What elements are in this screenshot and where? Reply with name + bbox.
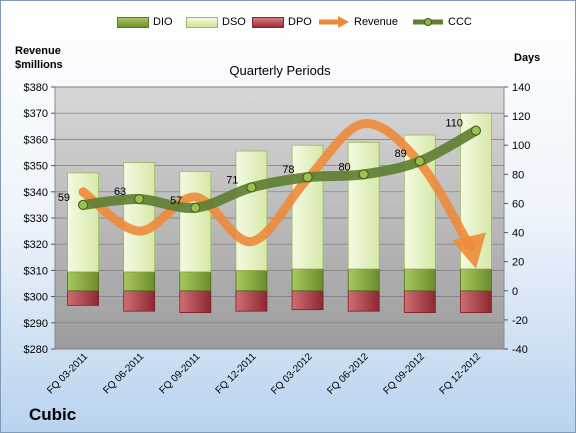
ccc-data-label: 71 bbox=[226, 174, 238, 186]
left-tick-label: $280 bbox=[24, 344, 48, 356]
right-tick-label: 60 bbox=[512, 198, 524, 210]
legend-ccc-label: CCC bbox=[448, 16, 472, 28]
legend-ccc: CCC bbox=[412, 16, 472, 28]
dpo-bar bbox=[123, 290, 156, 312]
x-category-label: FQ 03-2012 bbox=[269, 351, 315, 397]
ccc-data-label: 59 bbox=[58, 192, 70, 204]
right-tick-label: 140 bbox=[512, 82, 530, 94]
legend-dpo-label: DPO bbox=[288, 16, 312, 28]
x-category-label: FQ 06-2011 bbox=[101, 351, 146, 396]
legend-revenue: Revenue bbox=[318, 16, 398, 28]
ccc-data-label: 80 bbox=[338, 161, 350, 173]
x-category-label: FQ 09-2012 bbox=[381, 351, 427, 397]
dpo-bar bbox=[67, 290, 99, 306]
legend-ccc-line-icon bbox=[413, 18, 443, 26]
right-tick-label: 100 bbox=[512, 140, 530, 152]
company-name: Cubic bbox=[29, 405, 77, 424]
legend-dio-label: DIO bbox=[153, 16, 173, 28]
left-axis-title-line1: Revenue bbox=[15, 45, 61, 57]
ccc-point bbox=[190, 202, 201, 213]
right-tick-label: 80 bbox=[512, 169, 524, 181]
legend-dpo: DPO bbox=[252, 16, 312, 28]
dpo-bar bbox=[235, 290, 268, 312]
left-tick-label: $300 bbox=[24, 292, 48, 304]
left-tick-label: $360 bbox=[24, 134, 48, 146]
dio-bar bbox=[235, 269, 268, 292]
left-tick-label: $310 bbox=[24, 265, 48, 277]
right-tick-label: 20 bbox=[512, 257, 524, 269]
legend-dso-swatch bbox=[186, 16, 218, 28]
dso-bar bbox=[123, 162, 156, 273]
ccc-point bbox=[134, 194, 145, 205]
left-tick-label: $330 bbox=[24, 213, 48, 225]
ccc-data-label: 63 bbox=[114, 186, 126, 198]
ccc-point bbox=[414, 156, 425, 167]
left-tick-label: $380 bbox=[24, 82, 48, 94]
ccc-data-label: 89 bbox=[395, 148, 407, 160]
dpo-bar bbox=[179, 290, 212, 314]
legend-revenue-label: Revenue bbox=[354, 16, 399, 28]
legend-revenue-arrow-icon bbox=[319, 16, 349, 28]
revenue-arrowhead bbox=[451, 232, 486, 269]
dso-bar bbox=[235, 150, 268, 271]
dpo-bar bbox=[460, 290, 492, 314]
left-tick-label: $320 bbox=[24, 239, 48, 251]
dso-bar bbox=[179, 171, 212, 273]
x-category-label: FQ 06-2012 bbox=[325, 351, 371, 397]
legend: DIO DSO DPO Revenue CCC bbox=[0, 16, 576, 32]
x-category-label: FQ 09-2011 bbox=[157, 351, 202, 396]
left-tick-label: $340 bbox=[24, 187, 48, 199]
legend-dio: DIO bbox=[117, 16, 173, 28]
legend-dpo-swatch bbox=[252, 16, 284, 28]
right-axis-title: Days bbox=[514, 52, 541, 64]
dio-bar bbox=[67, 271, 99, 292]
dpo-bar bbox=[291, 290, 324, 311]
dio-bar bbox=[460, 268, 492, 292]
dso-bar bbox=[347, 141, 380, 270]
plot-title: Quarterly Periods bbox=[229, 63, 331, 78]
x-category-label: FQ 12-2012 bbox=[438, 351, 484, 397]
legend-dso: DSO bbox=[186, 16, 246, 28]
right-tick-label: 40 bbox=[512, 228, 524, 240]
ccc-point bbox=[246, 182, 257, 193]
dio-bar bbox=[403, 268, 436, 292]
dpo-bar bbox=[347, 290, 380, 312]
dio-bar bbox=[123, 271, 156, 292]
right-tick-label: 120 bbox=[512, 111, 530, 123]
left-tick-label: $290 bbox=[24, 318, 48, 330]
legend-dio-swatch bbox=[117, 16, 149, 28]
left-axis-title-line2: $millions bbox=[15, 59, 63, 71]
ccc-data-label: 57 bbox=[170, 195, 182, 207]
ccc-point bbox=[470, 125, 481, 136]
ccc-point bbox=[78, 199, 89, 210]
legend-dso-label: DSO bbox=[222, 16, 246, 28]
right-tick-label: 0 bbox=[512, 286, 518, 298]
x-category-label: FQ 12-2011 bbox=[214, 351, 259, 396]
right-tick-label: -20 bbox=[512, 315, 528, 327]
ccc-point bbox=[302, 172, 313, 183]
dio-bar bbox=[179, 271, 212, 292]
right-tick-label: -40 bbox=[512, 344, 528, 356]
ccc-data-label: 110 bbox=[445, 118, 463, 130]
x-category-label: FQ 03-2011 bbox=[45, 351, 90, 396]
left-tick-label: $350 bbox=[24, 161, 48, 173]
ccc-data-label: 78 bbox=[282, 164, 294, 176]
dio-bar bbox=[347, 268, 380, 292]
dio-bar bbox=[291, 268, 324, 292]
dpo-bar bbox=[403, 290, 436, 314]
ccc-point bbox=[358, 169, 369, 180]
left-tick-label: $370 bbox=[24, 108, 48, 120]
